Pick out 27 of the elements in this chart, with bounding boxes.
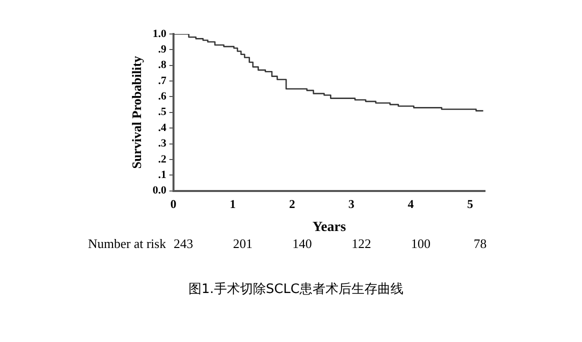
text: 100	[411, 236, 431, 252]
y-tick-label: .1	[158, 168, 166, 181]
text: 图1.手术切除SCLC患者术后生存曲线	[187, 281, 405, 298]
y-tick-label: .3	[158, 138, 167, 150]
text: 140	[292, 236, 312, 252]
y-tick-label: 1.0	[152, 28, 167, 40]
y-axis-title: Survival Probability	[129, 56, 144, 169]
text: 201	[232, 236, 252, 252]
x-tick-label: 2	[289, 197, 296, 212]
x-tick-label: 3	[348, 197, 354, 212]
x-tick-label: 4	[408, 197, 414, 212]
y-tick-label: .8	[158, 59, 167, 72]
x-tick-label: 5	[467, 197, 474, 212]
y-tick-label: .5	[158, 106, 167, 118]
y-tick-label: .2	[158, 153, 167, 166]
y-tick-label: .7	[158, 74, 167, 87]
text: Number at risk	[88, 236, 166, 252]
x-tick-label: 1	[230, 197, 236, 212]
text: 122	[352, 236, 372, 252]
y-tick-label: .6	[158, 90, 167, 103]
y-tick-label: 0.0	[152, 184, 167, 197]
y-tick-label: .9	[158, 44, 167, 56]
text: 243	[174, 236, 194, 252]
y-tick-label: .4	[158, 122, 167, 134]
x-tick-label: 0	[170, 197, 176, 212]
text: 78	[474, 236, 487, 252]
x-axis-title: Years	[312, 220, 346, 236]
